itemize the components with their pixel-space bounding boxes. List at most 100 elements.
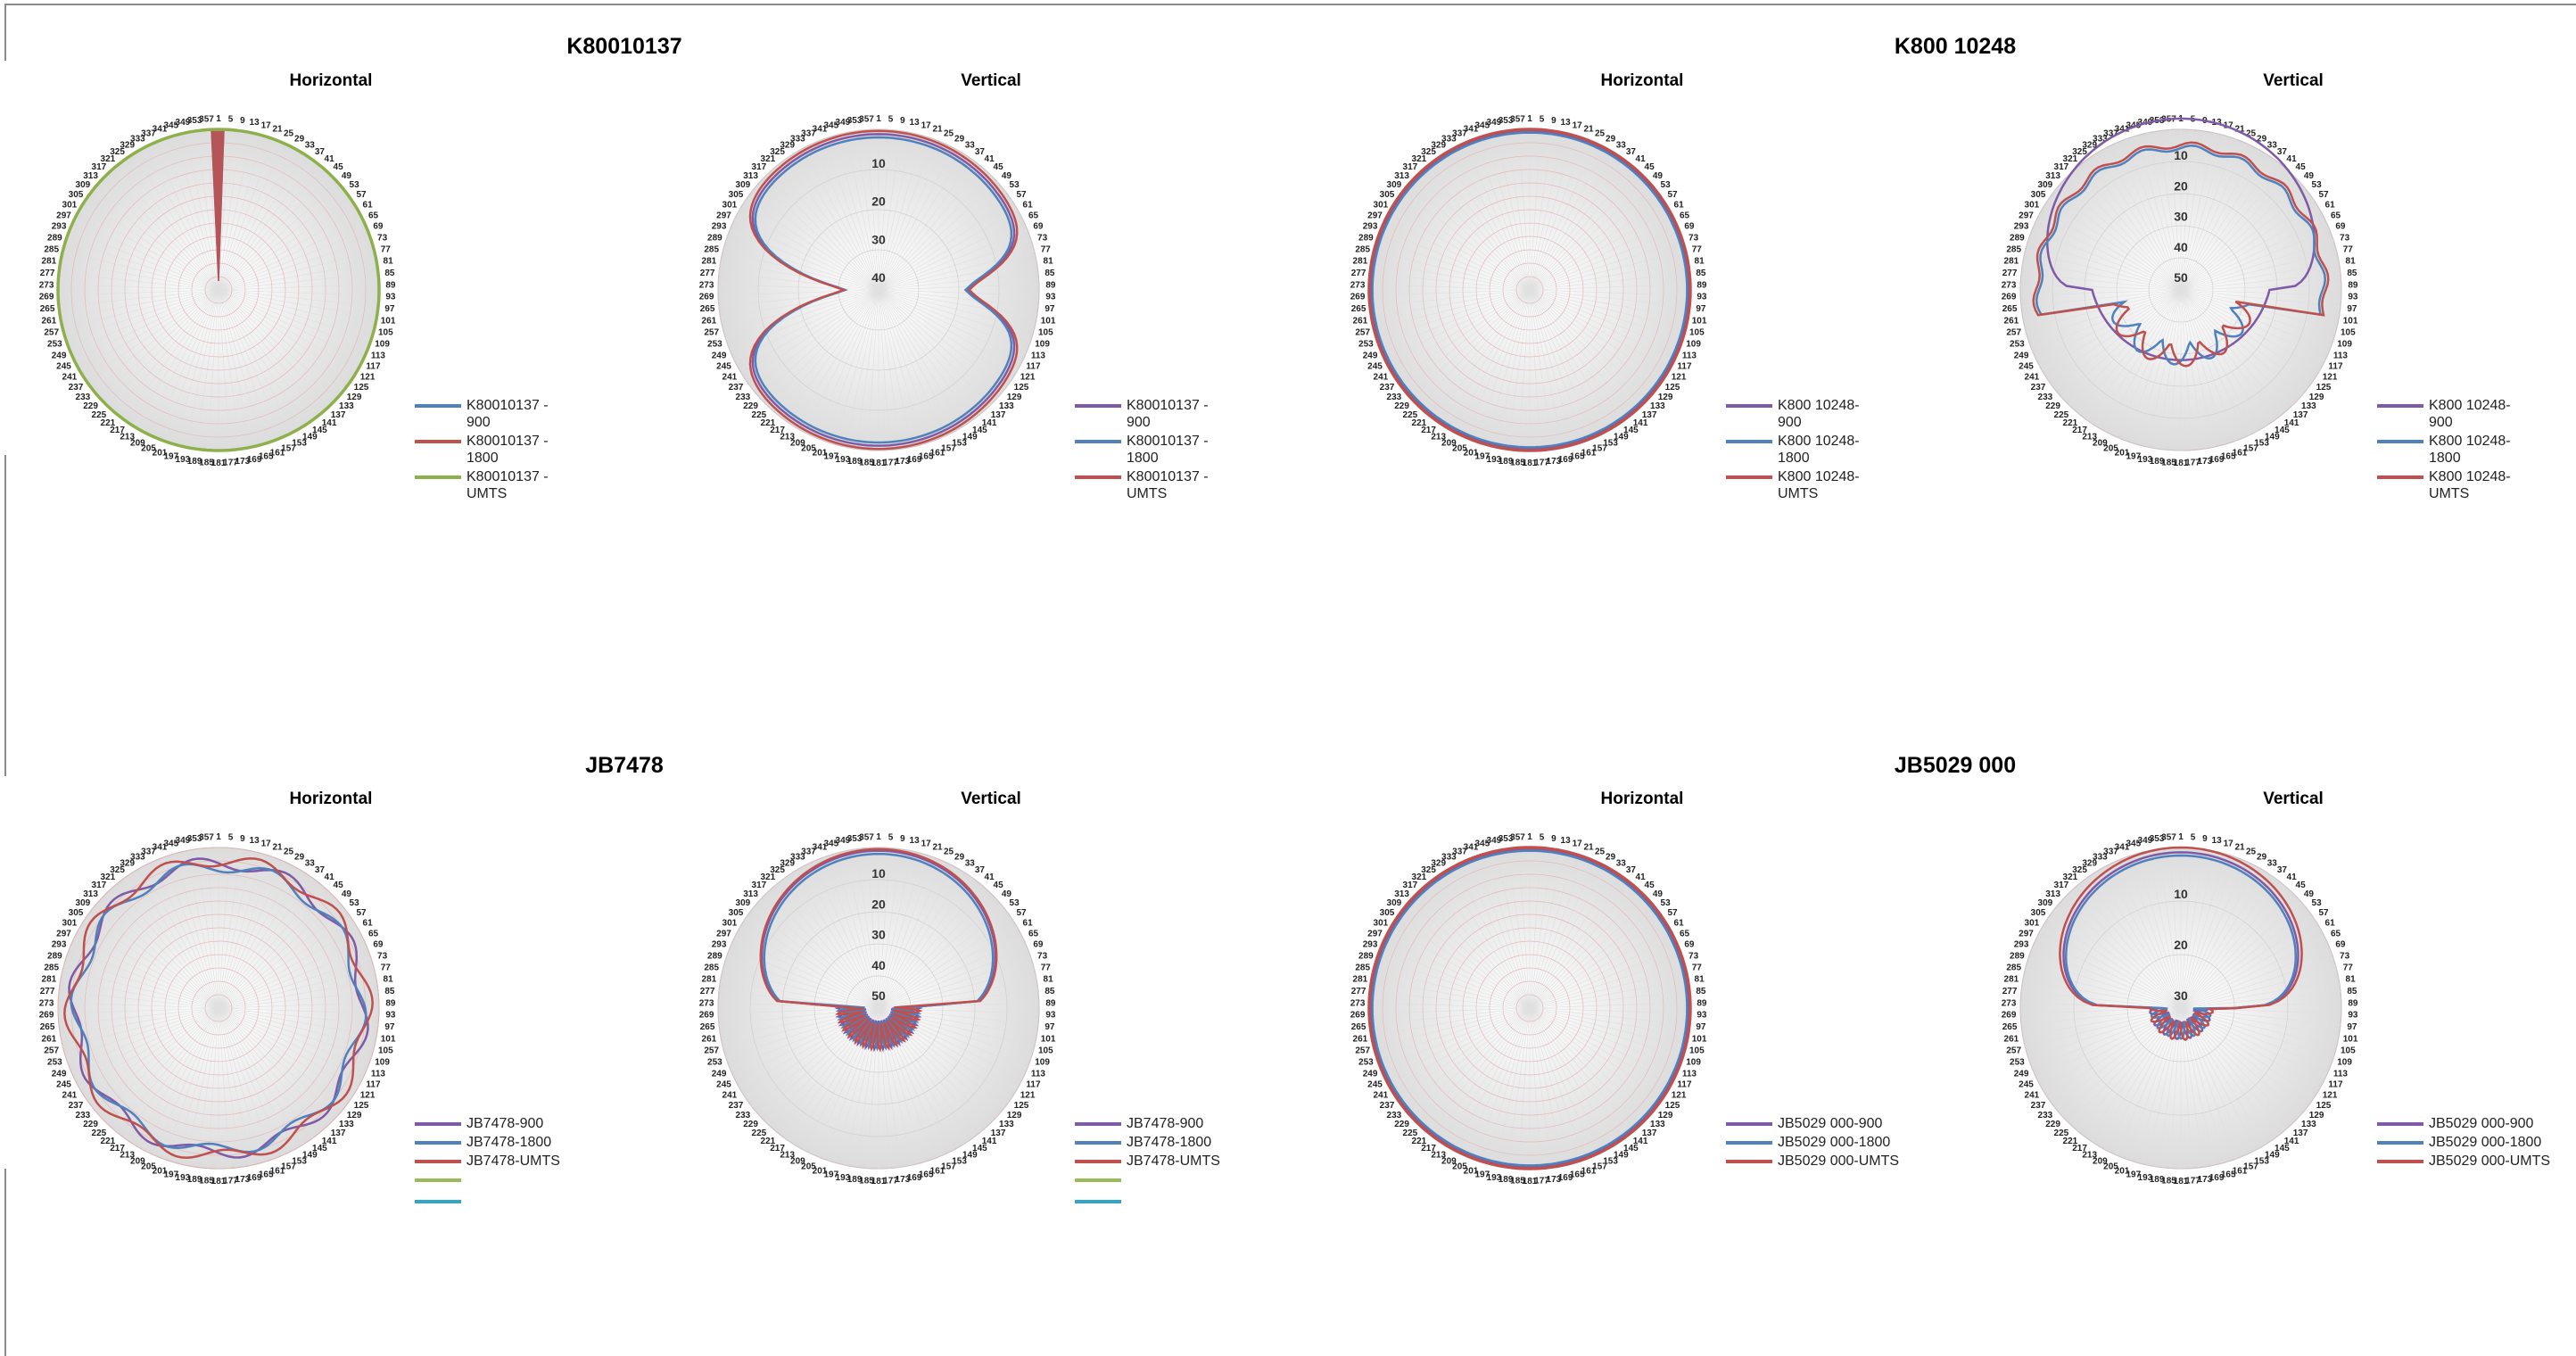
angle-tick-label: 77 [2343, 244, 2354, 254]
angle-tick-label: 125 [2316, 1101, 2332, 1111]
angle-tick-label: 281 [1353, 975, 1368, 985]
angle-tick-label: 357 [859, 833, 874, 843]
angle-tick-label: 65 [1028, 211, 1039, 220]
angle-tick-label: 89 [2348, 280, 2358, 290]
angle-tick-label: 53 [2312, 898, 2323, 908]
spoke-gridline [2095, 289, 2182, 426]
spoke-gridline [2180, 130, 2204, 291]
spoke-gridline [2180, 289, 2215, 448]
angle-tick-label: 201 [153, 1166, 168, 1176]
angle-tick-label: 89 [385, 280, 396, 290]
angle-tick-label: 197 [163, 452, 178, 462]
angle-tick-label: 93 [2348, 293, 2358, 302]
ring-gridline [838, 249, 920, 331]
angle-tick-label: 213 [1431, 1151, 1446, 1161]
angle-tick-label: 105 [2341, 1046, 2356, 1056]
angle-tick-label: 213 [120, 433, 135, 442]
legend-item: JB5029 000-1800 [1726, 1134, 1920, 1151]
angle-tick-label: 125 [1665, 383, 1680, 393]
angle-tick-label: 81 [384, 257, 394, 267]
angle-tick-label: 97 [1696, 1022, 1706, 1032]
angle-tick-label: 241 [62, 1091, 78, 1101]
angle-tick-label: 273 [39, 280, 54, 290]
angle-tick-label: 329 [2082, 858, 2097, 868]
angle-tick-label: 261 [2004, 1035, 2019, 1045]
angle-tick-label: 289 [47, 951, 62, 961]
angle-tick-label: 233 [76, 1111, 91, 1120]
legend-swatch [1726, 1141, 1772, 1145]
angle-tick-label: 165 [259, 452, 274, 462]
angle-tick-label: 345 [2126, 839, 2141, 849]
ring-gridline [124, 914, 313, 1103]
angle-tick-label: 325 [2072, 147, 2087, 157]
angle-tick-label: 297 [56, 211, 71, 220]
angle-tick-label: 73 [2340, 233, 2350, 243]
angle-tick-label: 149 [962, 1151, 978, 1161]
spoke-gridline [2180, 135, 2225, 291]
angle-tick-label: 237 [2031, 1101, 2046, 1111]
angle-tick-label: 205 [1452, 443, 1467, 453]
legend-item: K800 10248-UMTS [1726, 468, 1867, 502]
angle-tick-label: 53 [350, 898, 360, 908]
angle-tick-label: 329 [120, 140, 135, 150]
spoke-gridline [2158, 1007, 2182, 1168]
angle-tick-label: 53 [1010, 898, 1020, 908]
angle-tick-label: 85 [384, 987, 395, 996]
angle-tick-label: 189 [1499, 457, 1514, 467]
angle-tick-label: 73 [377, 233, 388, 243]
ring-gridline [1502, 262, 1557, 318]
ring-gridline [1475, 954, 1584, 1062]
angle-tick-label: 117 [366, 362, 381, 372]
angle-tick-label: 109 [2337, 340, 2352, 350]
angle-tick-label: 177 [223, 459, 238, 468]
angle-tick-label: 329 [780, 858, 795, 868]
spoke-gridline [2136, 289, 2182, 445]
legend-label: K800 10248-1800 [1778, 434, 1860, 466]
angle-tick-label: 197 [1474, 1170, 1490, 1180]
angle-tick-label: 161 [1581, 1166, 1597, 1176]
angle-tick-label: 229 [83, 401, 98, 411]
angle-tick-label: 9 [1551, 116, 1556, 126]
angle-tick-label: 313 [743, 889, 758, 899]
angle-tick-label: 221 [1412, 418, 1427, 428]
angle-tick-label: 61 [1023, 201, 1034, 211]
angle-tick-label: 25 [284, 129, 294, 139]
angle-tick-label: 89 [385, 998, 396, 1008]
angle-tick-label: 153 [2254, 438, 2269, 448]
polar-chart-panel: Horizontal 1 5 9 13 17 21 25 29 33 37 41 45 49 53 57 61 6… [1311, 62, 1955, 508]
angle-tick-label: 257 [704, 328, 719, 338]
spoke-gridline [878, 856, 934, 1009]
chart-legend: K80010137 -900 K80010137 -1800 K80010137 -… [415, 397, 556, 504]
angle-tick-label: 301 [1374, 919, 1389, 929]
angle-tick-label: 105 [378, 1046, 393, 1056]
spoke-gridline [2180, 908, 2308, 1009]
ring-gridline [2084, 193, 2278, 387]
angle-tick-label: 293 [2014, 940, 2029, 950]
ring-gridline [151, 940, 286, 1076]
angle-tick-label: 233 [736, 1111, 751, 1120]
angle-tick-label: 189 [1499, 1175, 1514, 1185]
angle-tick-label: 285 [2006, 244, 2021, 254]
spoke-gridline [2180, 200, 2315, 291]
angle-tick-label: 353 [187, 834, 202, 844]
legend-swatch [1726, 404, 1772, 408]
angle-tick-label: 281 [702, 975, 717, 985]
angle-tick-label: 233 [2038, 1111, 2053, 1120]
legend-swatch [2377, 1122, 2423, 1126]
spoke-gridline [2180, 289, 2284, 414]
angle-tick-label: 217 [770, 426, 785, 435]
angle-tick-label: 265 [700, 1022, 715, 1032]
angle-tick-label: 21 [932, 843, 943, 853]
chart-legend: K800 10248-900 K800 10248-1800 K800 10248-… [1726, 397, 1867, 504]
angle-tick-label: 321 [1412, 154, 1427, 164]
spoke-gridline [2180, 892, 2293, 1009]
angle-tick-label: 329 [1431, 140, 1446, 150]
spoke-gridline [2053, 190, 2182, 291]
angle-tick-label: 161 [2233, 1166, 2248, 1176]
angle-tick-label: 285 [704, 244, 719, 254]
angle-tick-label: 13 [1561, 118, 1572, 128]
legend-swatch [1075, 1178, 1121, 1182]
legend-swatch [1075, 1122, 1121, 1126]
angle-tick-label: 197 [823, 1170, 838, 1180]
angle-tick-label: 193 [836, 1173, 851, 1183]
